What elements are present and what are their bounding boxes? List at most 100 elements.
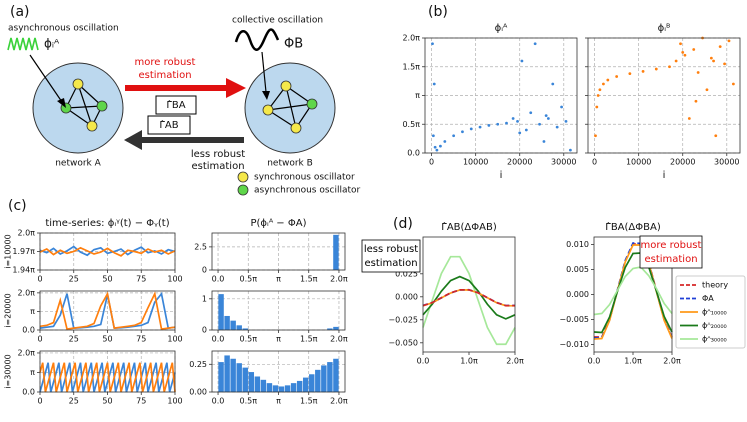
x-tick-label: 2.0π (330, 397, 348, 406)
bar (224, 355, 230, 392)
x-tick-label: 0.0 (212, 275, 225, 284)
y-tick-label: π (30, 368, 35, 377)
x-tick-label: 0.0 (212, 335, 225, 344)
y-tick-label: 0.000 (395, 292, 418, 301)
annotation-box (361, 239, 421, 273)
bar (302, 377, 309, 392)
series-line (39, 246, 176, 257)
point (654, 67, 658, 71)
bar (321, 365, 327, 392)
diagram: asynchronous oscillation ϕᵢᴬ collective … (7, 16, 361, 196)
x-tick-label: 0 (37, 275, 42, 284)
chart-title: time-series: ϕᵢᵞ(t) − Φᵧ(t) (45, 218, 169, 229)
legend-async (237, 184, 249, 196)
y-tick-label: π (415, 91, 420, 100)
point (439, 144, 442, 148)
point (555, 125, 559, 129)
point (712, 59, 715, 63)
x-tick-label: 25 (69, 275, 79, 284)
y-tick-label: 0.000 (566, 290, 589, 299)
chart-title: ϕᵢᴬ (495, 23, 508, 34)
point (615, 75, 619, 78)
plot-frame (211, 290, 346, 331)
x-tick-label: 10000 (626, 158, 651, 167)
x-tick-label: 1.5π (300, 397, 318, 406)
annotation-text: estimation (644, 254, 697, 265)
bar (296, 380, 303, 392)
point (478, 125, 482, 129)
series-line (422, 275, 516, 320)
point (714, 134, 718, 138)
y-tick-label: 2.0π (402, 34, 420, 43)
bar (266, 383, 273, 392)
point (433, 145, 437, 149)
point (694, 99, 698, 103)
x-axis-label: i (663, 170, 666, 181)
x-tick-label: π (276, 397, 281, 406)
point (687, 117, 691, 120)
pointer (261, 51, 267, 93)
x-tick-label: 50 (102, 397, 112, 406)
x-tick-label: 1.5π (300, 335, 318, 344)
series-line (593, 252, 673, 334)
upper-arrow-head (226, 78, 246, 98)
bar (333, 358, 339, 392)
x-tick-label: 0 (37, 397, 42, 406)
x-tick-label: 50 (102, 275, 112, 284)
row-label: i=20000 (4, 293, 13, 327)
point (533, 42, 537, 46)
series-line (422, 255, 516, 346)
x-tick-label: 20000 (507, 158, 532, 167)
bar (290, 383, 297, 392)
plot-frame (211, 350, 346, 393)
bar (272, 385, 279, 392)
x-tick-label: 0.5π (239, 397, 257, 406)
y-tick-label: 1 (202, 294, 207, 303)
y-tick-label: 0.0 (22, 326, 35, 335)
x-tick-label: 100 (167, 275, 182, 284)
x-tick-label: 75 (136, 397, 146, 406)
x-tick-label: 75 (136, 335, 146, 344)
plot-frame (39, 290, 176, 331)
collective-symbol: ΦB (284, 37, 303, 52)
async-symbol: ϕᵢᴬ (44, 37, 60, 51)
y-tick-label: −0.005 (559, 315, 589, 324)
point (435, 148, 439, 152)
y-tick-label: π (30, 307, 35, 316)
plot-frame (422, 236, 516, 353)
bar (333, 234, 339, 270)
x-tick-label: 0 (592, 158, 597, 167)
x-tick-label: 10000 (463, 158, 488, 167)
series-line (422, 288, 515, 307)
point (496, 122, 500, 126)
point (568, 148, 572, 152)
y-tick-label: 1.94π (12, 266, 35, 275)
point (564, 119, 568, 123)
point (469, 127, 473, 131)
y-tick-label: −0.025 (388, 315, 418, 324)
y-tick-label: 2.0π (17, 348, 35, 357)
x-tick-label: 25 (69, 335, 79, 344)
legend-label: ϕᴬ₂₀₀₀₀ (702, 321, 727, 330)
y-tick-label: −0.050 (388, 338, 418, 347)
x-tick-label: 30000 (714, 158, 739, 167)
x-tick-label: 0.5π (239, 335, 257, 344)
lower-box-text: Γ̂AB (159, 119, 178, 131)
point (723, 62, 726, 66)
y-tick-label: 1.5π (402, 62, 420, 71)
point (683, 53, 687, 57)
panel-label: (d) (393, 216, 413, 232)
lower-arrow-text: less robust (191, 149, 245, 160)
network-a-label: network A (55, 159, 101, 169)
plot-area (423, 237, 515, 352)
point (598, 88, 602, 92)
panel-label: (c) (8, 198, 27, 214)
pointer-head (57, 98, 66, 108)
point (520, 59, 524, 63)
chart-title: Γ̂BA(ΔΦBA) (605, 221, 661, 233)
annotation-text: more robust (641, 240, 702, 251)
y-tick-label: 0.00 (189, 388, 207, 397)
bar (327, 328, 333, 330)
point (679, 42, 682, 46)
